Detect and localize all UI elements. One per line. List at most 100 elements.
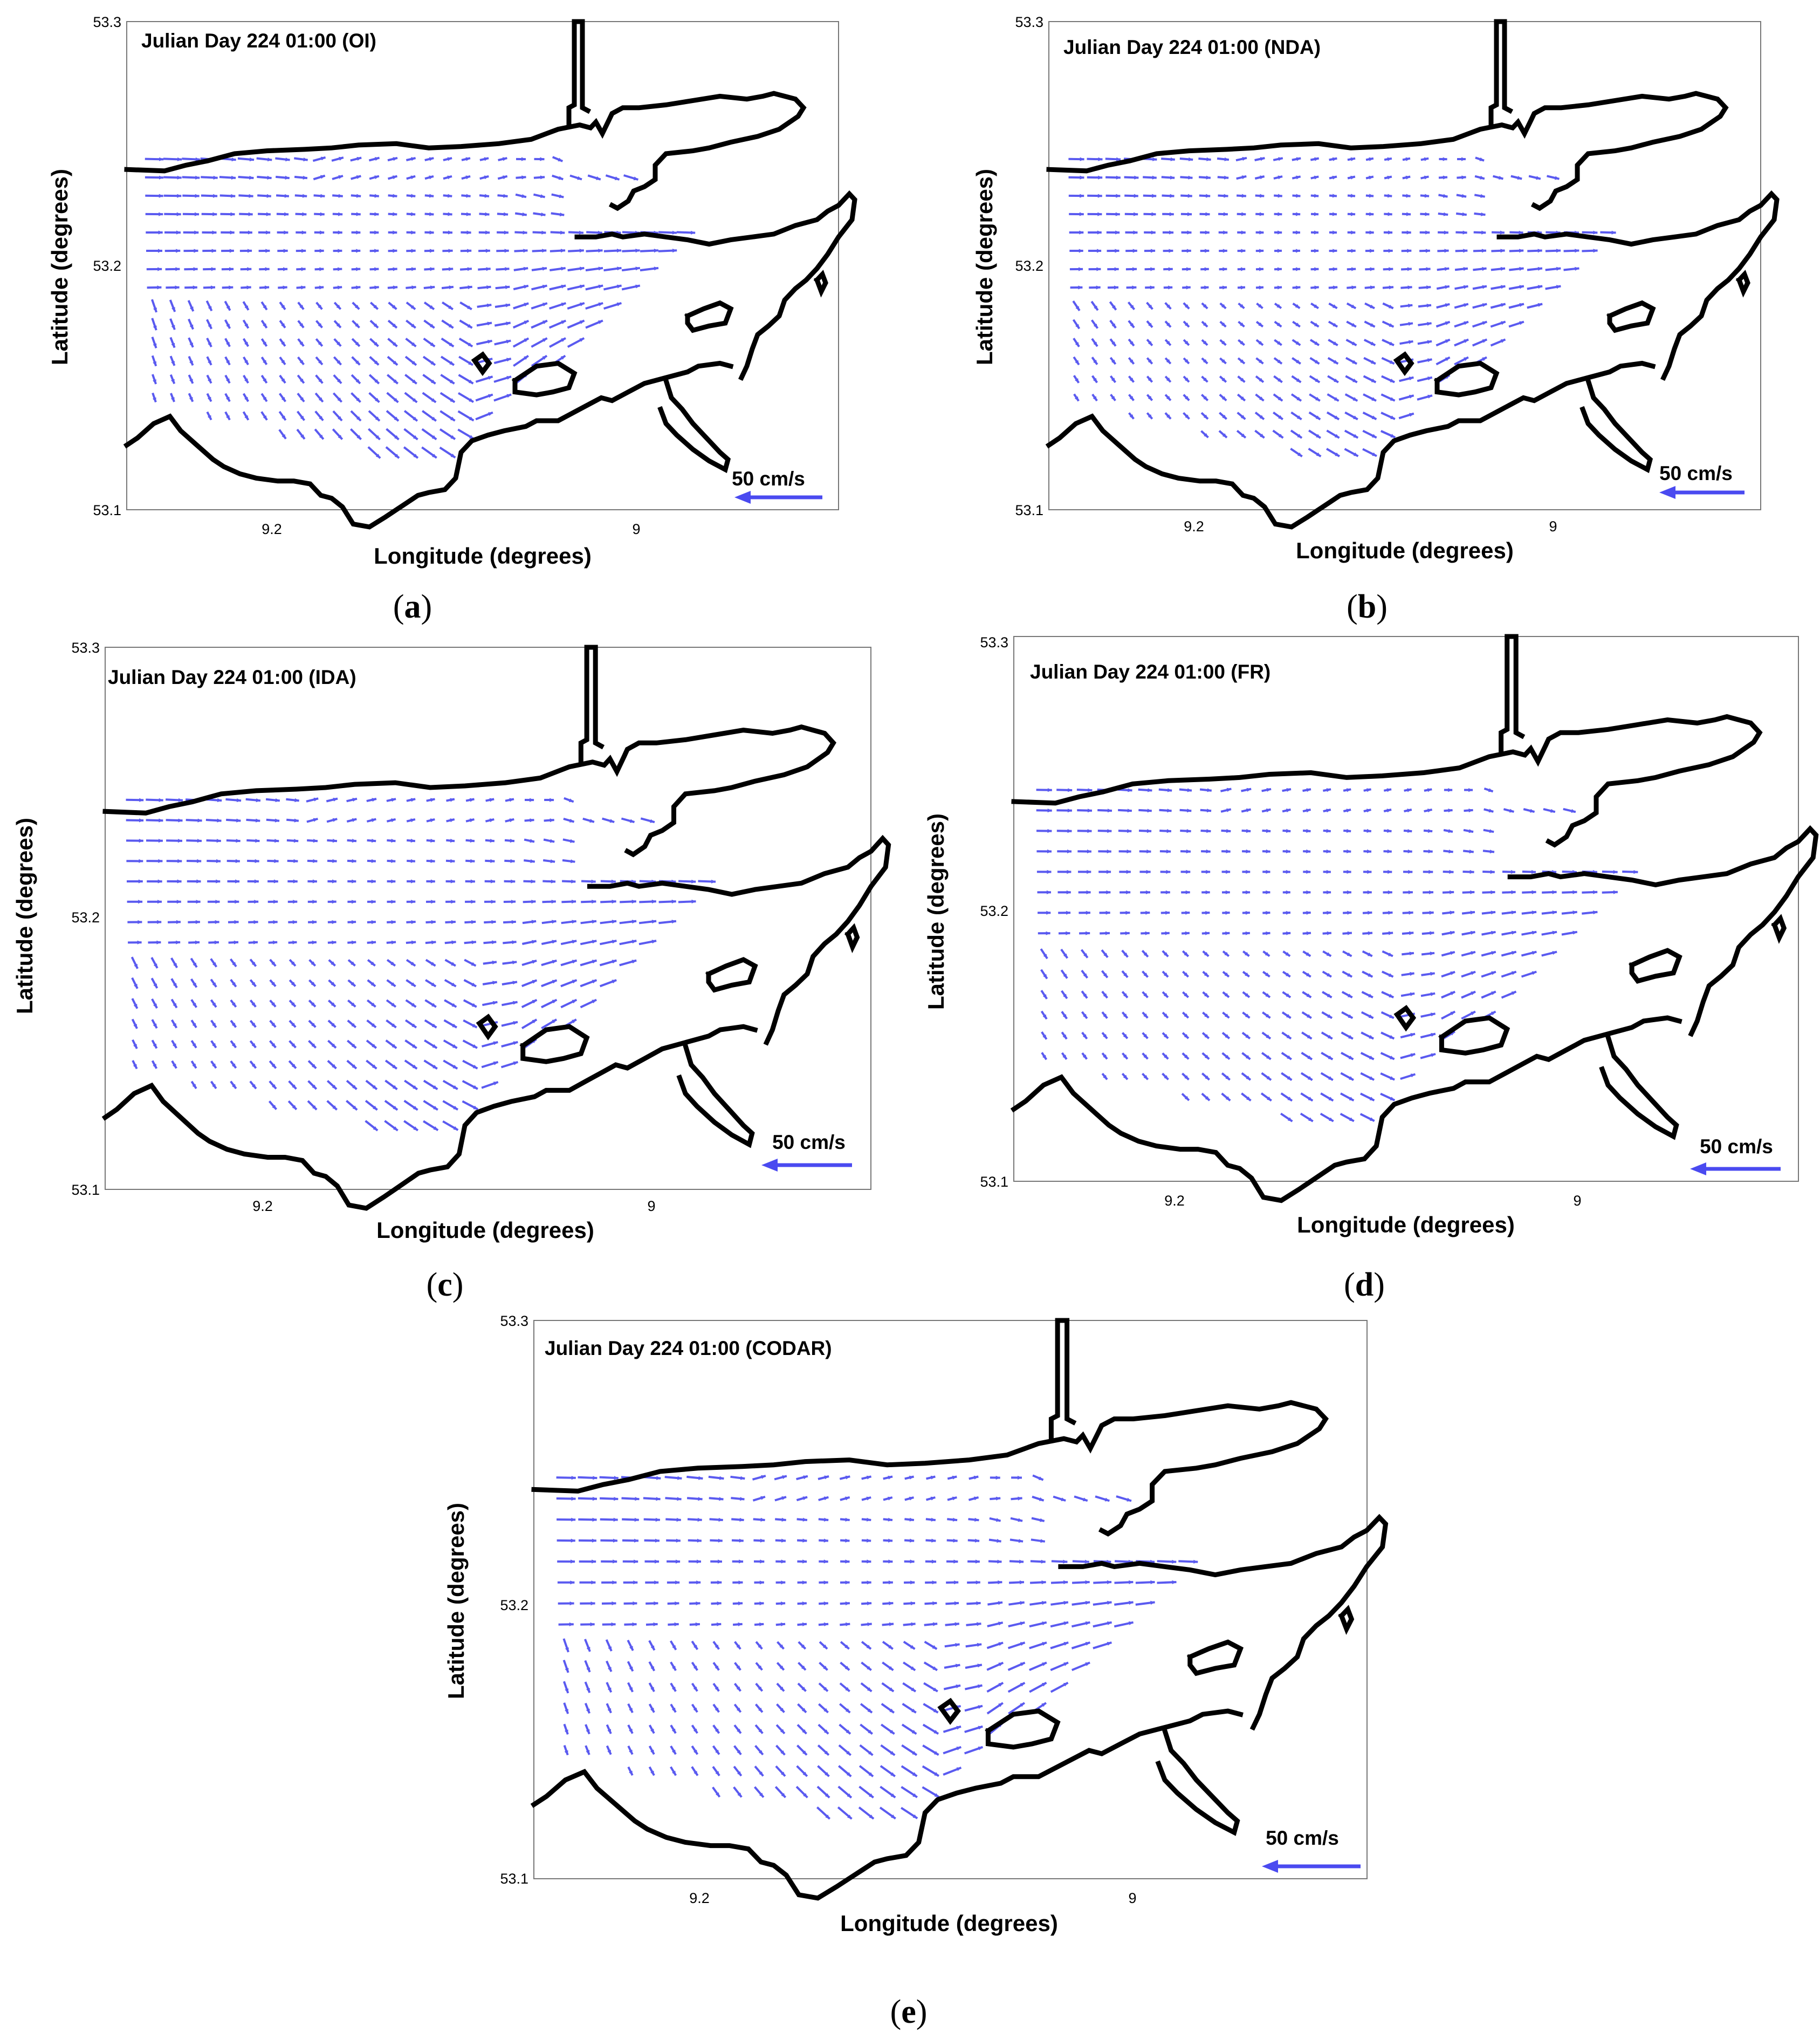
current-vector-head: [1151, 212, 1156, 216]
current-vector-head: [511, 879, 516, 884]
current-vector-head: [571, 1476, 576, 1480]
current-vector-head: [274, 859, 279, 863]
current-vector-head: [1389, 1014, 1394, 1018]
current-vector-head: [1206, 809, 1212, 813]
current-vector-head: [1063, 974, 1067, 978]
current-vector-head: [512, 940, 517, 944]
x-tick-left: 9.2: [262, 521, 282, 537]
current-vector-head: [1068, 788, 1073, 792]
current-vector-head: [715, 1749, 719, 1755]
current-vector-head: [1277, 285, 1282, 290]
current-vector-head: [411, 267, 416, 271]
current-vector-head: [975, 1559, 980, 1564]
y-tick-mid: 53.2: [500, 1597, 528, 1613]
current-vector-head: [393, 360, 398, 365]
current-vector-head: [1206, 849, 1211, 853]
current-vector-head: [697, 1517, 702, 1522]
current-vector-head: [995, 1475, 1000, 1480]
current-vector-head: [540, 157, 545, 161]
current-vector-head: [429, 194, 434, 198]
current-vector-head: [888, 1580, 893, 1585]
current-vector-head: [1130, 305, 1135, 310]
current-vector-head: [450, 838, 455, 843]
current-vector-head: [1431, 1012, 1436, 1017]
current-vector-head: [635, 266, 640, 271]
current-vector-head: [1224, 157, 1229, 161]
current-vector-head: [998, 1580, 1002, 1585]
current-vector-head: [1096, 285, 1101, 290]
current-vector-head: [1295, 323, 1300, 327]
current-vector-head: [524, 285, 528, 289]
current-vector-head: [656, 1476, 661, 1480]
current-vector-head: [1351, 341, 1357, 346]
coastline-segment: [476, 1014, 498, 1041]
current-vector-head: [493, 1041, 498, 1045]
current-vector-head: [336, 360, 341, 365]
coastline-segment: [705, 957, 758, 993]
current-vector-head: [1245, 1055, 1251, 1059]
current-vector-head: [1277, 341, 1282, 345]
current-vector-head: [1046, 931, 1050, 935]
current-vector-head: [138, 920, 142, 925]
current-vector-head: [394, 416, 399, 421]
current-vector-head: [178, 798, 183, 802]
current-vector-head: [1370, 341, 1376, 346]
current-vector-head: [1406, 230, 1411, 235]
current-vector-head: [607, 1749, 611, 1755]
current-vector-head: [868, 1751, 873, 1755]
current-vector-head: [226, 341, 230, 347]
current-vector-head: [413, 435, 418, 440]
current-vector-head: [1098, 175, 1103, 180]
current-vector-head: [1259, 212, 1264, 216]
current-vector-head: [1445, 357, 1450, 361]
current-vector-head: [910, 1666, 916, 1671]
current-vector-head: [1259, 359, 1263, 364]
current-vector-head: [392, 1044, 397, 1049]
current-vector-head: [432, 454, 437, 458]
current-vector-head: [933, 1730, 939, 1734]
current-vector-head: [650, 1770, 654, 1776]
current-vector-head: [192, 1043, 196, 1048]
current-vector-head: [173, 983, 177, 988]
current-vector-head: [1501, 321, 1506, 325]
current-vector-head: [655, 1559, 660, 1564]
current-vector-head: [283, 249, 288, 253]
current-vector-head: [932, 1645, 937, 1649]
current-vector-head: [411, 982, 416, 987]
current-vector-head: [284, 212, 289, 216]
current-vector-head: [691, 230, 696, 235]
coastline-segment: [813, 270, 828, 298]
current-vector-head: [451, 1003, 457, 1007]
current-vector-head: [996, 1518, 1001, 1522]
current-vector-head: [564, 1750, 568, 1755]
current-vector-head: [470, 859, 475, 863]
current-vector-head: [1450, 911, 1454, 915]
current-vector-head: [780, 1771, 785, 1776]
current-vector-head: [173, 1003, 177, 1008]
current-vector-head: [824, 1475, 829, 1480]
current-vector-head: [253, 920, 258, 925]
current-vector-head: [891, 1814, 896, 1819]
y-axis-label: Latitude (degrees): [12, 818, 37, 1014]
current-vector-head: [153, 1043, 157, 1049]
current-vector-head: [552, 1000, 557, 1004]
current-vector-head: [271, 961, 276, 966]
current-vector-head: [597, 230, 602, 235]
current-vector-head: [695, 1622, 700, 1626]
current-vector-head: [1314, 249, 1319, 253]
current-vector-head: [451, 940, 456, 944]
current-vector-head: [176, 249, 181, 253]
current-vector-head: [318, 397, 323, 402]
current-vector-head: [612, 899, 616, 904]
current-vector-head: [299, 341, 304, 346]
current-vector-head: [738, 1580, 743, 1585]
current-vector-head: [484, 194, 489, 198]
current-vector-head: [1490, 870, 1495, 874]
coastline-segment: [1771, 914, 1787, 944]
current-vector-head: [1086, 931, 1090, 935]
current-vector-head: [472, 1023, 477, 1028]
current-vector-head: [758, 1729, 763, 1734]
current-vector-head: [869, 1815, 874, 1819]
current-vector-head: [1267, 1096, 1272, 1101]
current-vector-head: [1471, 991, 1476, 995]
